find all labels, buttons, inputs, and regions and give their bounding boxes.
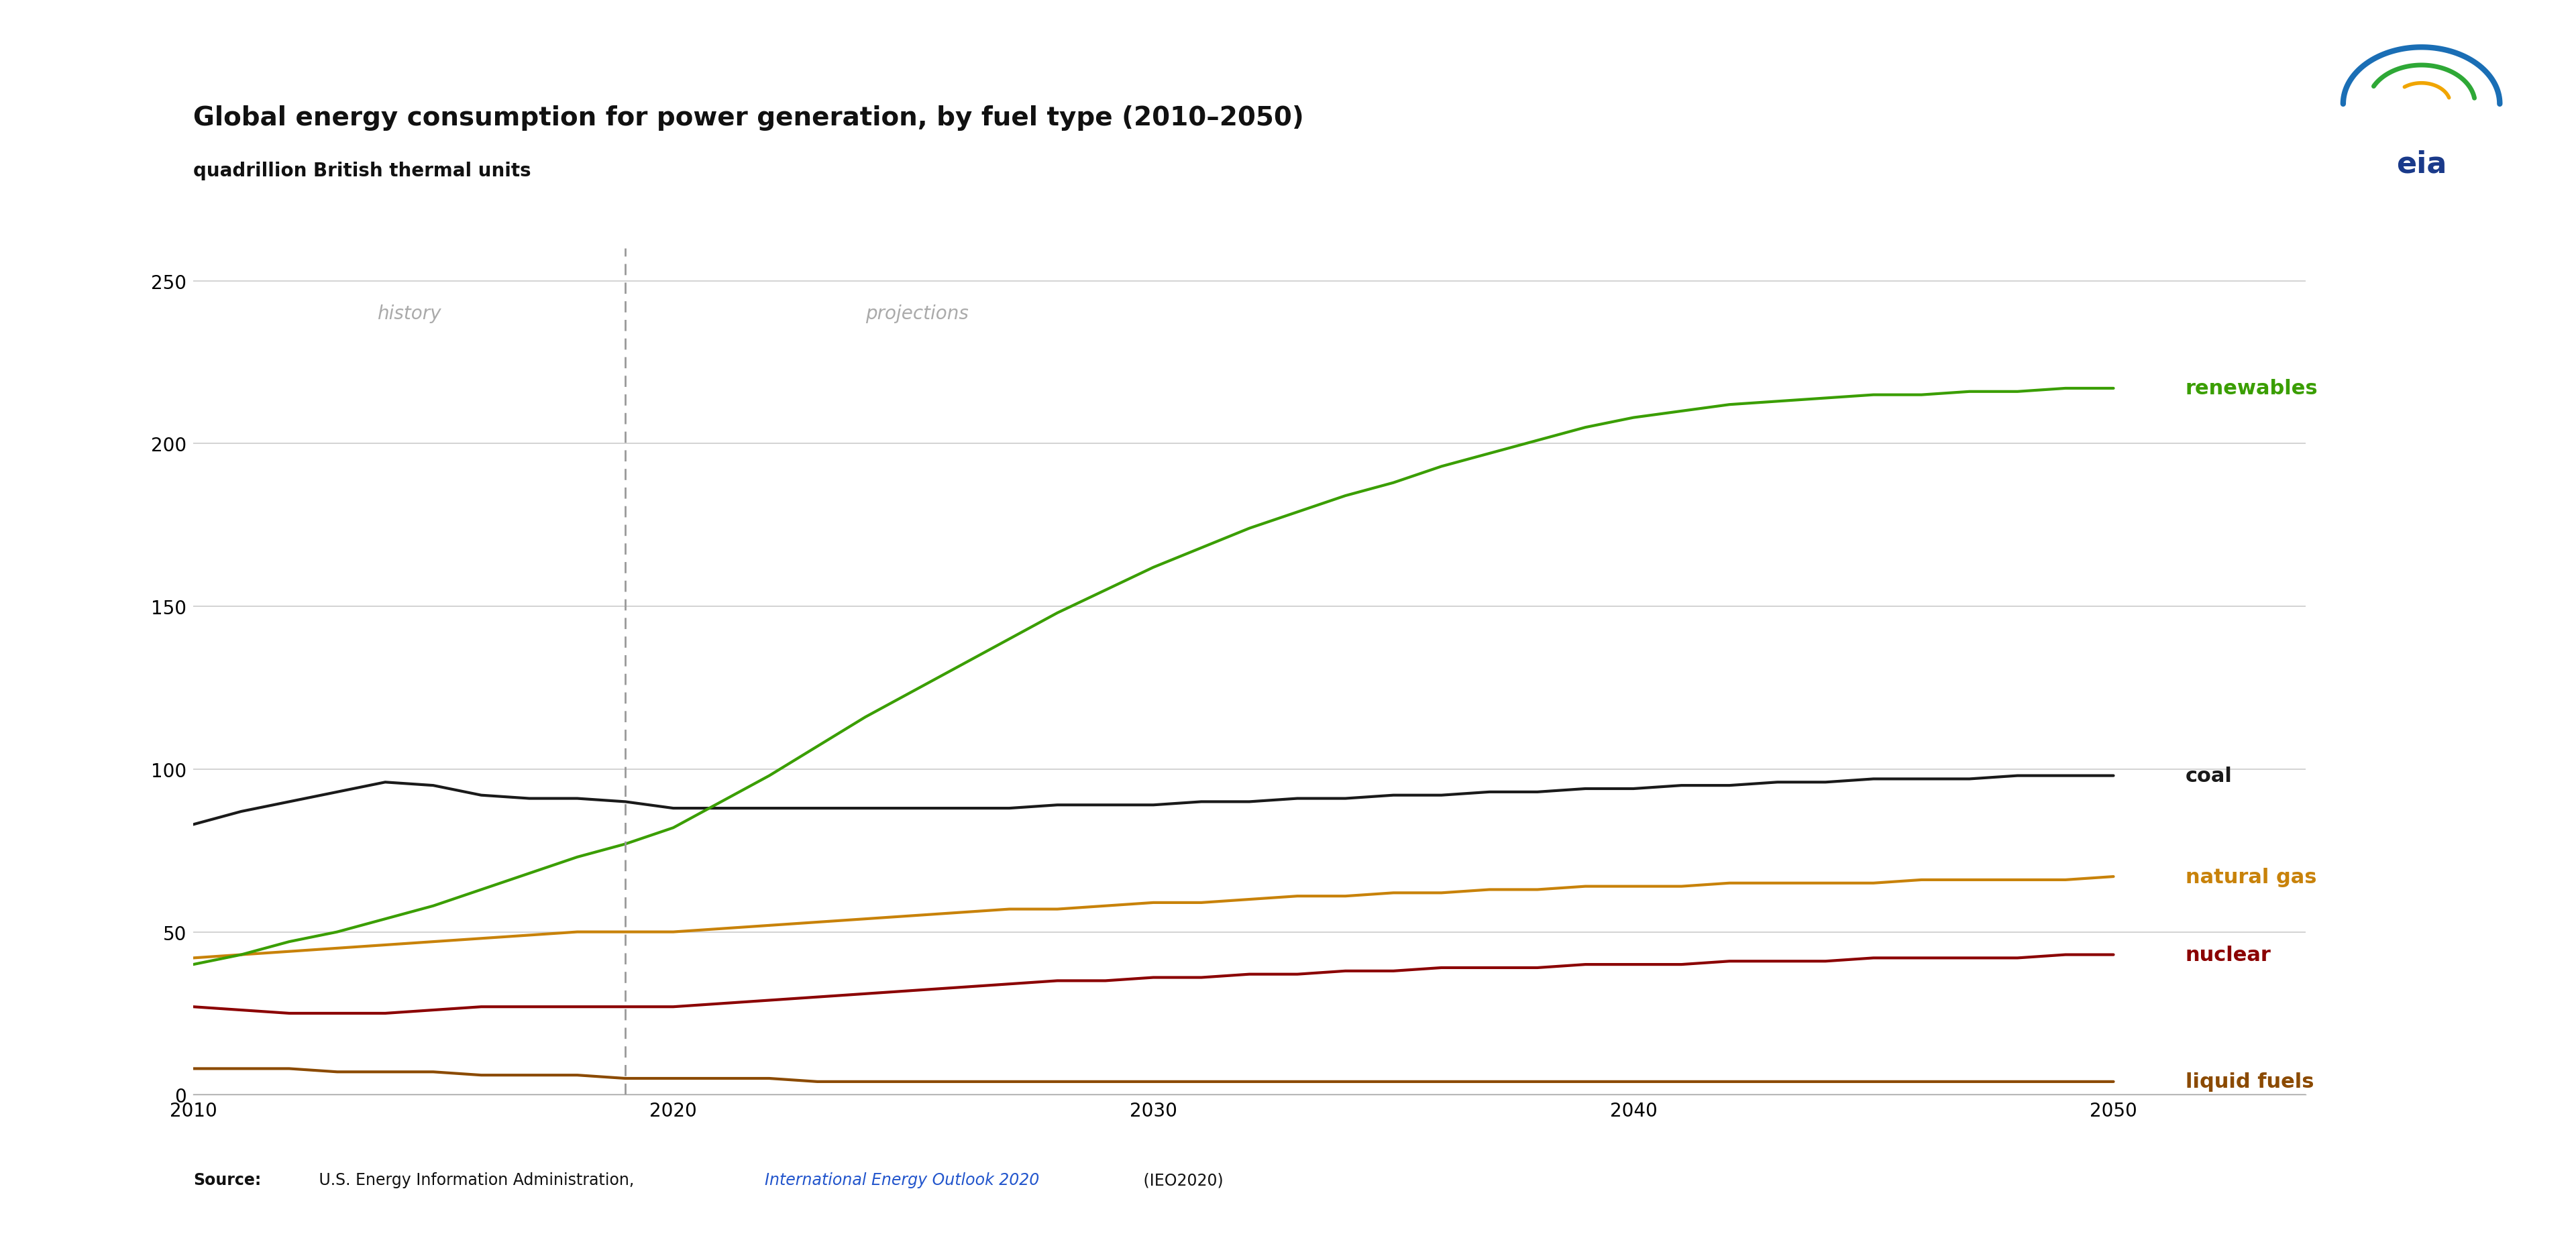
Text: nuclear: nuclear: [2184, 945, 2272, 964]
Text: U.S. Energy Information Administration,: U.S. Energy Information Administration,: [314, 1172, 639, 1188]
Text: natural gas: natural gas: [2184, 867, 2316, 887]
Text: projections: projections: [866, 305, 969, 323]
Text: quadrillion British thermal units: quadrillion British thermal units: [193, 162, 531, 180]
Text: history: history: [376, 305, 440, 323]
Text: coal: coal: [2184, 766, 2233, 786]
Text: (IEO2020): (IEO2020): [1139, 1172, 1224, 1188]
Text: eia: eia: [2396, 149, 2447, 179]
Text: Source:: Source:: [193, 1172, 260, 1188]
Text: International Energy Outlook 2020: International Energy Outlook 2020: [765, 1172, 1041, 1188]
Text: renewables: renewables: [2184, 379, 2318, 398]
Text: liquid fuels: liquid fuels: [2184, 1072, 2313, 1091]
Text: Global energy consumption for power generation, by fuel type (2010–2050): Global energy consumption for power gene…: [193, 106, 1303, 131]
